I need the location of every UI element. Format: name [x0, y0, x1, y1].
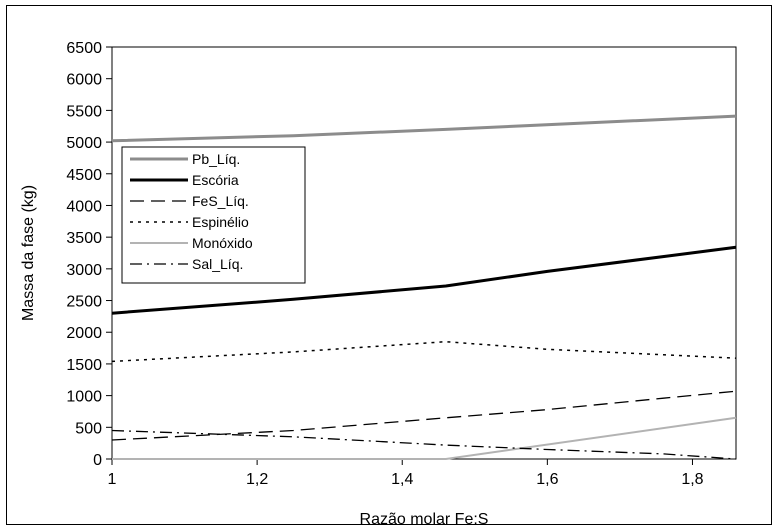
- y-tick-label: 1500: [66, 357, 102, 374]
- x-tick-label: 1,8: [681, 471, 703, 488]
- y-tick-label: 3000: [66, 262, 102, 279]
- y-tick-label: 3500: [66, 230, 102, 247]
- legend-label-5: Monóxido: [192, 235, 253, 251]
- y-tick-label: 4000: [66, 198, 102, 215]
- x-tick-label: 1,2: [246, 471, 268, 488]
- y-tick-label: 6000: [66, 72, 102, 89]
- legend-label-4: Espinélio: [192, 214, 249, 230]
- legend-label-1: Pb_Líq.: [192, 151, 240, 167]
- y-axis-title: Massa da fase (kg): [20, 185, 37, 321]
- legend-label-3: FeS_Líq.: [192, 193, 249, 209]
- y-tick-label: 6500: [66, 40, 102, 57]
- y-tick-label: 0: [93, 452, 102, 469]
- series-line-1: [111, 114, 737, 143]
- legend-label-6: Sal_Líq.: [192, 256, 243, 272]
- x-axis-title: Razão molar Fe:S: [360, 511, 489, 528]
- series-line-2: [111, 245, 737, 315]
- series-line-6: [111, 429, 737, 460]
- x-tick-label: 1: [108, 471, 117, 488]
- y-tick-label: 5500: [66, 103, 102, 120]
- series-line-4: [111, 340, 737, 363]
- y-tick-label: 2000: [66, 325, 102, 342]
- x-tick-label: 1,6: [536, 471, 558, 488]
- y-tick-label: 5000: [66, 135, 102, 152]
- y-tick-label: 2500: [66, 294, 102, 311]
- legend-label-2: Escória: [192, 172, 239, 188]
- y-tick-label: 1000: [66, 389, 102, 406]
- series-line-3: [111, 390, 737, 441]
- x-tick-label: 1,4: [391, 471, 413, 488]
- series-line-5: [112, 416, 737, 460]
- y-tick-label: 500: [75, 420, 102, 437]
- y-tick-label: 4500: [66, 167, 102, 184]
- legend-box: [121, 146, 306, 284]
